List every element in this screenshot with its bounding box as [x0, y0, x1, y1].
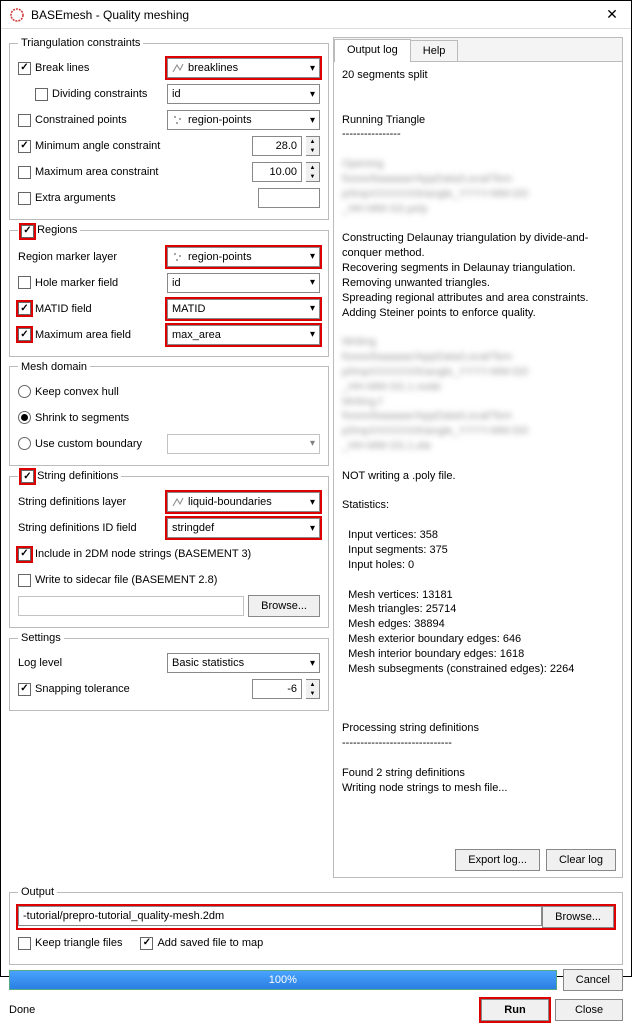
regions-legend: Regions: [37, 224, 77, 236]
max-area-check[interactable]: [18, 166, 31, 179]
close-button[interactable]: Close: [555, 999, 623, 1021]
include-2dm-label: Include in 2DM node strings (BASEMENT 3): [35, 548, 251, 560]
custom-boundary-label: Use custom boundary: [35, 438, 142, 450]
settings-group: Settings Log level Basic statistics Snap…: [9, 632, 329, 711]
max-area-label: Maximum area constraint: [35, 166, 159, 178]
extra-args-check[interactable]: [18, 192, 31, 205]
shrink-label: Shrink to segments: [35, 412, 129, 424]
triangulation-legend: Triangulation constraints: [18, 37, 143, 49]
settings-legend: Settings: [18, 632, 64, 644]
constrained-points-label: Constrained points: [35, 114, 127, 126]
max-area-field-label: Maximum area field: [35, 329, 131, 341]
custom-boundary-radio[interactable]: [18, 437, 31, 450]
max-area-spinner[interactable]: ▲▼: [306, 162, 320, 182]
keep-convex-radio[interactable]: [18, 385, 31, 398]
keep-triangle-check[interactable]: [18, 937, 31, 950]
constrained-points-combo[interactable]: region-points: [167, 110, 320, 130]
max-area-field-check[interactable]: [18, 328, 31, 341]
snapping-check[interactable]: [18, 683, 31, 696]
log-textarea[interactable]: 20 segments split Running Triangle------…: [334, 62, 622, 843]
clear-log-button[interactable]: Clear log: [546, 849, 616, 871]
mesh-domain-legend: Mesh domain: [18, 361, 90, 373]
hole-marker-combo[interactable]: id: [167, 273, 320, 293]
right-panel: Output log Help 20 segments split Runnin…: [333, 37, 623, 878]
regions-check[interactable]: [21, 225, 34, 238]
log-level-combo[interactable]: Basic statistics: [167, 653, 320, 673]
progress-bar: 100%: [9, 970, 557, 990]
stringdefs-legend: String definitions: [37, 470, 118, 482]
extra-args-input[interactable]: [258, 188, 320, 208]
stringdefs-check[interactable]: [21, 470, 34, 483]
mesh-domain-group: Mesh domain Keep convex hull Shrink to s…: [9, 361, 329, 466]
matid-combo[interactable]: MATID: [167, 299, 320, 319]
run-button[interactable]: Run: [481, 999, 549, 1021]
min-angle-check[interactable]: [18, 140, 31, 153]
triangulation-group: Triangulation constraints Break lines br…: [9, 37, 329, 220]
export-log-button[interactable]: Export log...: [455, 849, 540, 871]
write-sidecar-check[interactable]: [18, 574, 31, 587]
snapping-label: Snapping tolerance: [35, 683, 130, 695]
progress-text: 100%: [10, 971, 556, 989]
sidecar-path-input: [18, 596, 244, 616]
region-marker-label: Region marker layer: [18, 251, 117, 263]
output-path-input[interactable]: [18, 906, 542, 926]
min-angle-input[interactable]: [252, 136, 302, 156]
output-group: Output Browse... Keep triangle files Add…: [9, 886, 623, 965]
shrink-radio[interactable]: [18, 411, 31, 424]
snapping-input[interactable]: [252, 679, 302, 699]
regions-group: Regions Region marker layer region-point…: [9, 224, 329, 357]
min-angle-label: Minimum angle constraint: [35, 140, 160, 152]
stringdefs-layer-label: String definitions layer: [18, 496, 126, 508]
matid-label: MATID field: [35, 303, 92, 315]
dividing-check[interactable]: [35, 88, 48, 101]
break-lines-check[interactable]: [18, 62, 31, 75]
tab-help[interactable]: Help: [410, 40, 459, 61]
tab-output-log[interactable]: Output log: [334, 39, 411, 62]
log-level-label: Log level: [18, 657, 62, 669]
output-legend: Output: [18, 886, 57, 898]
close-icon[interactable]: ✕: [601, 4, 623, 26]
snapping-spinner[interactable]: ▲▼: [306, 679, 320, 699]
cancel-button[interactable]: Cancel: [563, 969, 623, 991]
keep-convex-label: Keep convex hull: [35, 386, 119, 398]
stringdefs-id-label: String definitions ID field: [18, 522, 137, 534]
status-text: Done: [9, 1004, 481, 1016]
break-lines-combo[interactable]: breaklines: [167, 58, 320, 78]
matid-check[interactable]: [18, 302, 31, 315]
keep-triangle-label: Keep triangle files: [35, 937, 122, 949]
output-browse-button[interactable]: Browse...: [542, 906, 614, 928]
break-lines-label: Break lines: [35, 62, 89, 74]
add-saved-check[interactable]: [140, 937, 153, 950]
titlebar: BASEmesh - Quality meshing ✕: [1, 1, 631, 29]
include-2dm-check[interactable]: [18, 548, 31, 561]
max-area-input[interactable]: [252, 162, 302, 182]
hole-marker-check[interactable]: [18, 276, 31, 289]
hole-marker-label: Hole marker field: [35, 277, 118, 289]
sidecar-browse-button[interactable]: Browse...: [248, 595, 320, 617]
min-angle-spinner[interactable]: ▲▼: [306, 136, 320, 156]
constrained-points-check[interactable]: [18, 114, 31, 127]
window-title: BASEmesh - Quality meshing: [31, 8, 601, 22]
app-icon: [9, 7, 25, 23]
stringdefs-layer-combo[interactable]: liquid-boundaries: [167, 492, 320, 512]
extra-args-label: Extra arguments: [35, 192, 116, 204]
max-area-field-combo[interactable]: max_area: [167, 325, 320, 345]
stringdefs-group: String definitions String definitions la…: [9, 470, 329, 629]
dividing-combo[interactable]: id: [167, 84, 320, 104]
dividing-label: Dividing constraints: [52, 88, 147, 100]
stringdefs-id-combo[interactable]: stringdef: [167, 518, 320, 538]
write-sidecar-label: Write to sidecar file (BASEMENT 2.8): [35, 574, 217, 586]
region-marker-combo[interactable]: region-points: [167, 247, 320, 267]
custom-boundary-combo: [167, 434, 320, 454]
add-saved-label: Add saved file to map: [157, 937, 263, 949]
